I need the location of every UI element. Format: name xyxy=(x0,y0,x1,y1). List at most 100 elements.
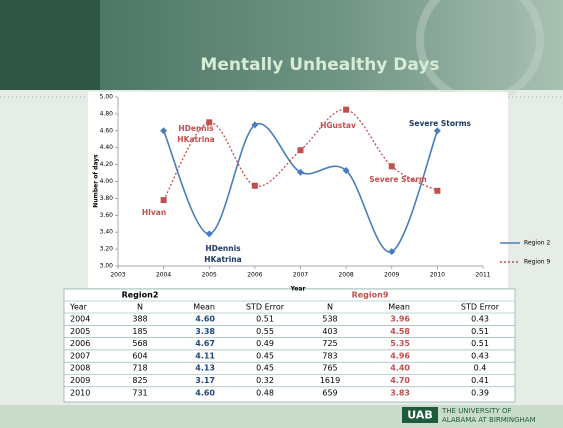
column-header: Year xyxy=(69,303,88,312)
cell: 659 xyxy=(322,388,337,397)
annotation: HKatrina xyxy=(204,255,241,264)
x-tick-label: 2003 xyxy=(110,272,125,279)
logo-text: ALABAMA AT BIRMINGHAM xyxy=(442,416,536,424)
cell: 2010 xyxy=(70,388,90,397)
slide-title: Mentally Unhealthy Days xyxy=(200,55,439,75)
marker xyxy=(433,127,441,135)
marker xyxy=(297,147,304,154)
group-label: Region9 xyxy=(352,291,389,300)
logo-text: THE UNIVERSITY OF xyxy=(441,407,512,415)
column-header: Mean xyxy=(193,303,215,312)
y-tick-label: 5.00 xyxy=(100,94,114,101)
legend-label: Region 9 xyxy=(524,259,550,266)
marker xyxy=(160,197,167,204)
annotation: HDennis xyxy=(178,124,214,133)
cell: 0.48 xyxy=(256,388,274,397)
x-tick-label: 2006 xyxy=(247,272,262,279)
cell: 2004 xyxy=(70,315,90,324)
column-header: STD Error xyxy=(246,303,285,312)
cell: 4.60 xyxy=(195,315,215,324)
marker xyxy=(205,230,213,238)
marker xyxy=(251,182,258,189)
group-label: Region2 xyxy=(122,291,159,300)
cell: 4.96 xyxy=(390,351,410,360)
cell: 3.83 xyxy=(390,388,410,397)
cell: 0.51 xyxy=(256,315,274,324)
cell: 2009 xyxy=(70,376,90,385)
logo-box xyxy=(402,407,438,423)
cell: 4.67 xyxy=(195,339,215,348)
banner-block xyxy=(0,0,100,90)
cell: 403 xyxy=(322,327,337,336)
column-header: STD Error xyxy=(461,303,500,312)
y-tick-label: 3.80 xyxy=(100,195,114,202)
x-tick-label: 2010 xyxy=(430,272,445,279)
cell: 388 xyxy=(132,315,147,324)
marker xyxy=(251,121,259,129)
cell: 3.17 xyxy=(195,376,215,385)
cell: 3.96 xyxy=(390,315,410,324)
marker xyxy=(342,167,350,175)
x-axis-title: Year xyxy=(290,286,306,293)
cell: 0.45 xyxy=(256,364,274,373)
annotation: HIvan xyxy=(142,208,166,217)
cell: 725 xyxy=(322,339,337,348)
marker xyxy=(206,119,213,126)
y-tick-label: 4.40 xyxy=(100,144,114,151)
cell: 0.45 xyxy=(256,351,274,360)
y-tick-label: 4.60 xyxy=(100,127,114,134)
marker xyxy=(160,127,168,135)
legend-label: Region 2 xyxy=(524,240,550,247)
cell: 0.32 xyxy=(256,376,274,385)
cell: 604 xyxy=(132,351,147,360)
cell: 0.39 xyxy=(471,388,489,397)
cell: 0.55 xyxy=(256,327,274,336)
cell: 185 xyxy=(132,327,147,336)
y-tick-label: 3.00 xyxy=(100,263,114,270)
column-header: N xyxy=(327,303,333,312)
column-header: N xyxy=(137,303,143,312)
y-axis-title: Number of days xyxy=(93,154,100,208)
annotation: Severe Storm xyxy=(369,175,427,184)
cell: 2007 xyxy=(70,351,90,360)
cell: 3.38 xyxy=(195,327,215,336)
column-header: Mean xyxy=(388,303,410,312)
cell: 1619 xyxy=(320,376,340,385)
cell: 765 xyxy=(322,364,337,373)
cell: 0.41 xyxy=(471,376,489,385)
cell: 5.35 xyxy=(390,339,410,348)
marker xyxy=(434,187,441,194)
y-tick-label: 3.60 xyxy=(100,212,114,219)
cell: 4.60 xyxy=(195,388,215,397)
cell: 2008 xyxy=(70,364,90,373)
annotation: HDennis xyxy=(205,244,241,253)
cell: 4.11 xyxy=(195,351,215,360)
x-tick-label: 2005 xyxy=(202,272,217,279)
y-tick-label: 3.20 xyxy=(100,246,114,253)
cell: 0.4 xyxy=(474,364,487,373)
table xyxy=(63,288,516,403)
annotation: Severe Storms xyxy=(409,119,472,128)
cell: 0.43 xyxy=(471,315,489,324)
marker xyxy=(388,248,396,256)
annotation: HKatrina xyxy=(177,135,214,144)
cell: 2005 xyxy=(70,327,90,336)
x-tick-label: 2004 xyxy=(156,272,171,279)
cell: 568 xyxy=(132,339,147,348)
marker xyxy=(343,106,350,113)
cell: 4.70 xyxy=(390,376,410,385)
cell: 783 xyxy=(322,351,337,360)
x-tick-label: 2008 xyxy=(338,272,353,279)
cell: 2006 xyxy=(70,339,90,348)
y-tick-label: 4.80 xyxy=(100,110,114,117)
cell: 4.40 xyxy=(390,364,410,373)
cell: 731 xyxy=(132,388,147,397)
y-tick-label: 4.00 xyxy=(100,178,114,185)
x-tick-label: 2007 xyxy=(293,272,308,279)
cell: 4.58 xyxy=(390,327,410,336)
cell: 718 xyxy=(132,364,147,373)
marker xyxy=(297,168,304,176)
cell: 0.51 xyxy=(471,339,489,348)
marker xyxy=(388,163,395,170)
